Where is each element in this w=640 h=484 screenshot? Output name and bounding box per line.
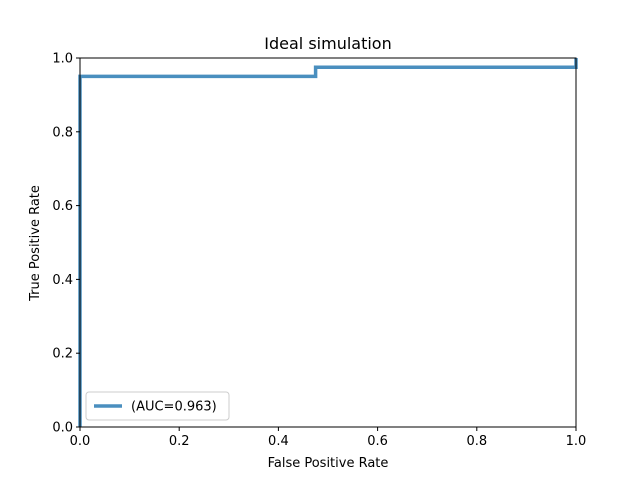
x-tick-label: 0.8 bbox=[466, 434, 487, 449]
y-tick-label: 0.2 bbox=[52, 347, 73, 362]
y-tick-label: 0.4 bbox=[52, 273, 73, 288]
y-tick-label: 1.0 bbox=[52, 52, 73, 67]
legend: (AUC=0.963) bbox=[85, 391, 230, 421]
y-tick-label: 0.8 bbox=[52, 125, 73, 140]
x-tick-label: 0.6 bbox=[367, 434, 388, 449]
y-tick-label: 0.6 bbox=[52, 199, 73, 214]
x-tick-label: 0.0 bbox=[70, 434, 91, 449]
legend-box bbox=[85, 391, 230, 421]
x-tick-label: 0.2 bbox=[169, 434, 190, 449]
x-tick-label: 0.4 bbox=[268, 434, 289, 449]
x-tick-label: 1.0 bbox=[566, 434, 587, 449]
chart-title: Ideal simulation bbox=[264, 34, 391, 53]
x-axis-label: False Positive Rate bbox=[268, 456, 389, 471]
y-axis-label: True Positive Rate bbox=[28, 185, 43, 302]
plot-area: 0.0 0.2 0.4 0.6 0.8 1.0 0.0 0.2 0.4 0.6 0.8 1.0 (AUC… bbox=[52, 52, 586, 450]
plot-frame bbox=[79, 57, 577, 428]
y-tick-label: 0.0 bbox=[52, 421, 73, 436]
legend-label-0: (AUC=0.963) bbox=[131, 400, 217, 415]
